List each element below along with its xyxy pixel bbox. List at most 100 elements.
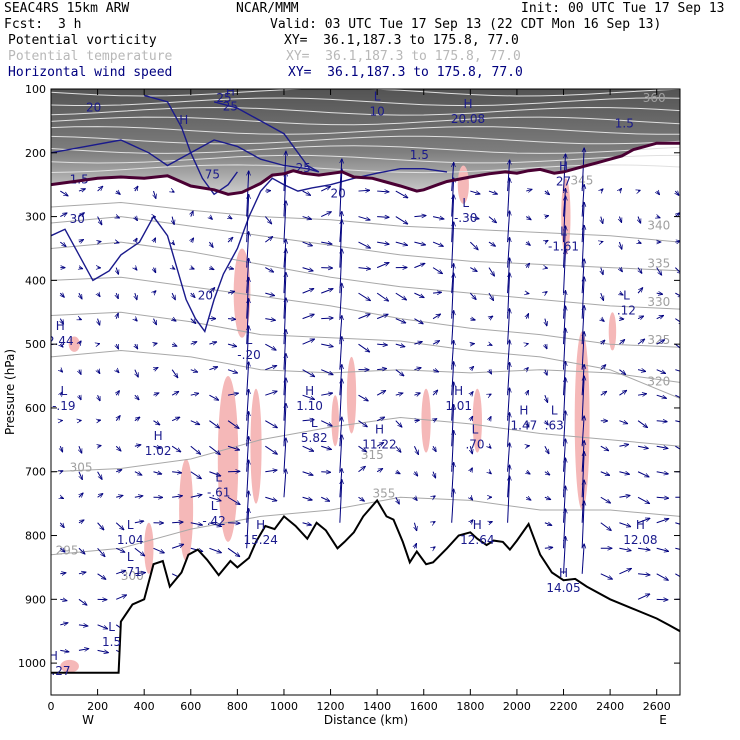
wind-vector <box>79 395 81 400</box>
extremum-value: -.42 <box>202 514 225 528</box>
wind-vector <box>190 420 200 425</box>
wind-vector <box>302 217 312 220</box>
theta-contour-325 <box>51 276 680 348</box>
wind-vector <box>227 237 233 243</box>
wind-vector <box>265 470 277 472</box>
wind-vector <box>545 268 548 269</box>
wind-vector <box>172 319 176 321</box>
wind-vector <box>302 497 313 500</box>
wind-vector <box>227 369 237 373</box>
wind-vector <box>284 151 286 192</box>
extremum-type: H <box>375 422 384 436</box>
theta-contour-320 <box>51 311 680 399</box>
wind-vector <box>116 313 118 319</box>
x-tick-label: 2000 <box>503 700 531 713</box>
wind-vector <box>656 315 664 318</box>
extremum-type: L <box>127 518 134 532</box>
wind-vector <box>638 267 642 274</box>
wind-vector <box>656 547 669 551</box>
wind-vector <box>209 241 213 247</box>
wind-vector <box>601 292 604 300</box>
wind-vector <box>395 241 408 245</box>
wind-vector <box>395 420 402 427</box>
x-tick-label: 600 <box>180 700 201 713</box>
extremum-value: 14.05 <box>546 581 580 595</box>
wind-vector <box>227 393 238 395</box>
wind-vector <box>284 249 286 294</box>
extremum-value: 20.08 <box>451 112 485 126</box>
wind-vector <box>302 523 312 525</box>
wind-vector <box>452 311 454 345</box>
wind-vector <box>470 392 473 396</box>
wind-vector <box>153 446 161 448</box>
wind-vector <box>656 267 662 275</box>
wind-vector <box>135 186 138 192</box>
wind-vector <box>321 496 329 501</box>
wind-vector <box>340 480 342 523</box>
wind-vector <box>489 316 493 318</box>
wind-vector <box>582 452 584 498</box>
wind-vector <box>135 344 138 349</box>
x-tick-label: 200 <box>87 700 108 713</box>
extremum-value: 1.5 <box>102 635 121 649</box>
wind-vector <box>564 509 566 549</box>
wind-vector <box>60 213 67 217</box>
field-pv-xy: XY= 36.1,187.3 to 175.8, 77.0 <box>284 33 519 48</box>
wind-vector <box>526 189 532 191</box>
wind-vector <box>545 395 548 402</box>
wind-vector <box>582 544 584 574</box>
wind-vector <box>116 217 119 218</box>
wind-vector <box>656 369 666 374</box>
wind-vector <box>488 191 497 194</box>
wind-vector <box>340 417 342 447</box>
extremum-type: H <box>636 518 645 532</box>
wind-vector <box>172 292 175 300</box>
wind-vector <box>452 195 454 243</box>
wind-vector <box>414 543 416 549</box>
extremum-value: -.30 <box>454 211 477 225</box>
extremum-low: L-.71 <box>118 550 141 579</box>
wind-vector <box>470 217 479 219</box>
wind-vector <box>544 472 550 475</box>
wind-vector <box>78 547 85 554</box>
wind-vector <box>637 446 648 448</box>
wind-vector <box>582 184 584 217</box>
wind-vector <box>284 172 286 217</box>
wind-vector <box>60 650 69 652</box>
wind-vector <box>358 394 369 401</box>
wind-vector <box>172 191 174 192</box>
wind-vector <box>265 237 272 243</box>
wind-vector <box>564 306 566 345</box>
extremum-type: H <box>519 403 528 417</box>
wind-vector <box>395 369 404 376</box>
wind-vector <box>395 318 406 323</box>
wind-vector <box>228 217 232 219</box>
wind-vector <box>284 469 286 498</box>
wind-vector <box>601 242 603 243</box>
wind-vector <box>414 497 417 500</box>
extremum-high: H20.08 <box>451 97 485 126</box>
wind-vector <box>508 476 510 523</box>
wind-vector <box>376 469 382 472</box>
extremum-type: L <box>60 384 67 398</box>
extremum-low: L.70 <box>465 422 484 451</box>
y-tick-label: 100 <box>25 83 46 96</box>
wind-label: 1.5 <box>410 148 429 162</box>
wind-vector <box>321 212 331 218</box>
extremum-high: H1.01 <box>445 384 472 413</box>
theta-contour-305 <box>51 416 680 473</box>
wind-vector <box>321 242 332 244</box>
wind-vector <box>377 242 389 244</box>
wind-vector <box>656 497 669 498</box>
init-time: Init: 00 UTC Tue 17 Sep 13 <box>521 1 725 16</box>
extremum-type: L <box>472 422 479 436</box>
wind-vector <box>154 291 156 293</box>
x-axis-label: Distance (km) <box>324 713 408 727</box>
wind-vector <box>172 242 174 245</box>
wind-vector <box>78 625 88 626</box>
wind-vector <box>265 319 275 321</box>
wind-vector <box>675 213 680 217</box>
wind-vector <box>60 573 66 574</box>
wind-vector <box>284 272 286 319</box>
